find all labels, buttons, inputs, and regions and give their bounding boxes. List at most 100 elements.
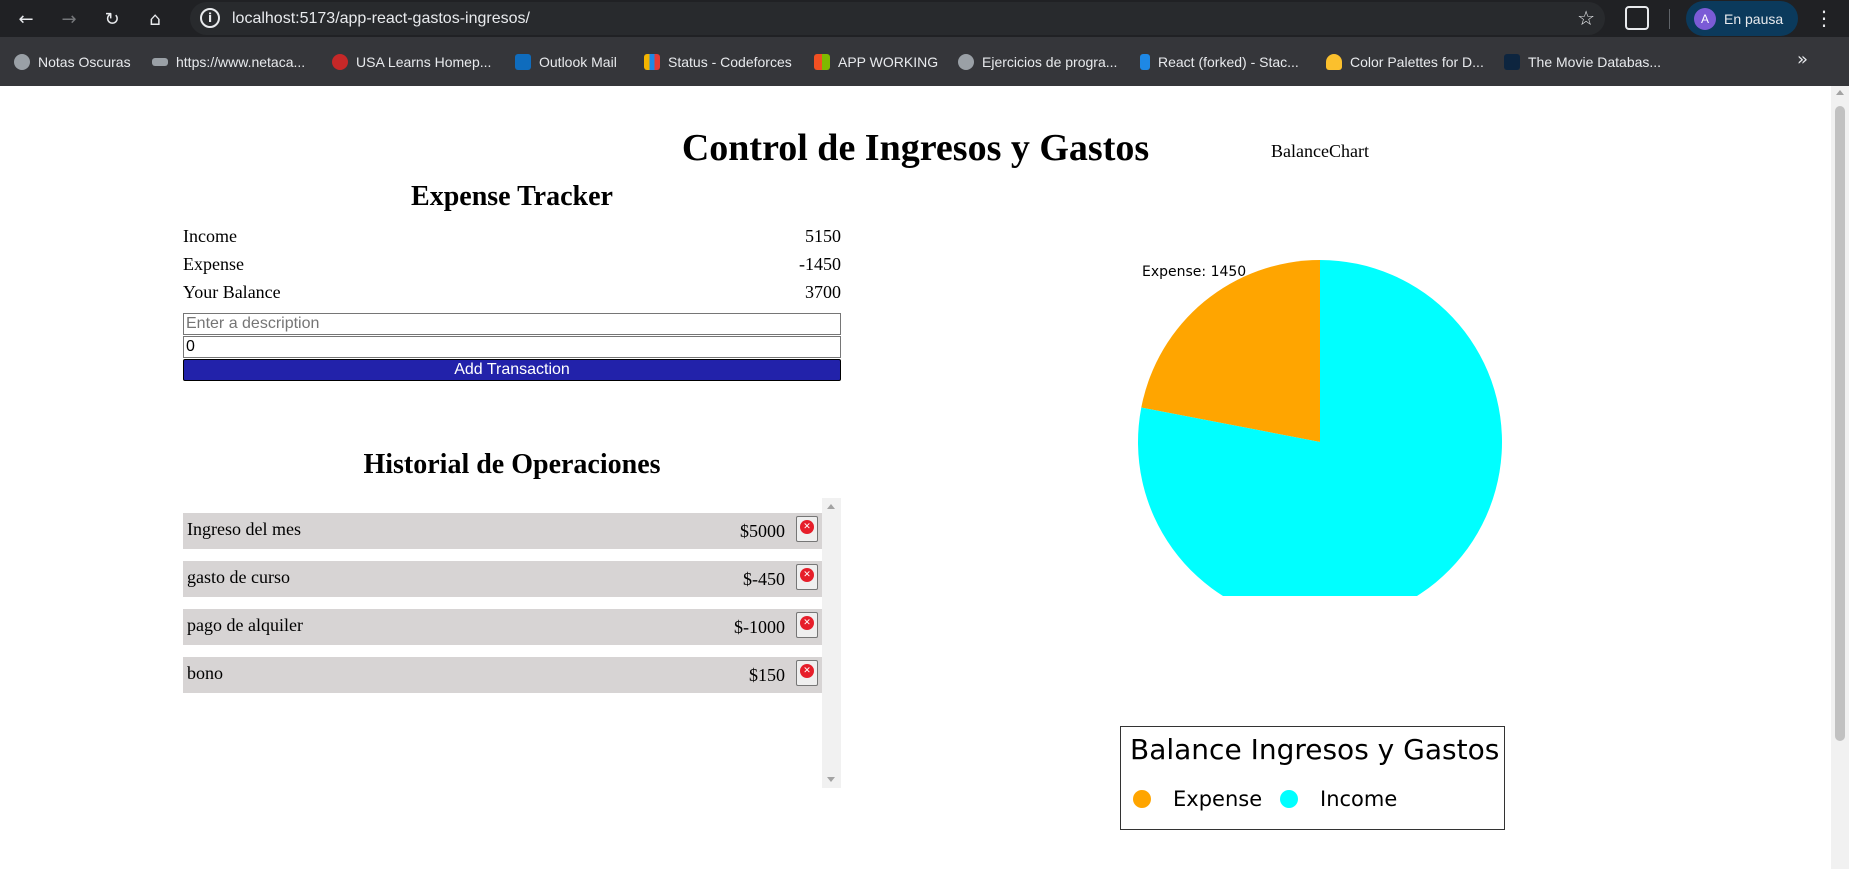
palette-icon [1326, 54, 1342, 70]
delete-icon: ✕ [800, 616, 814, 630]
bookmark-label: USA Learns Homep... [356, 54, 492, 70]
history-title: Historial de Operaciones [363, 449, 661, 480]
legend-swatch-expense [1133, 790, 1151, 808]
home-icon[interactable]: ⌂ [149, 8, 161, 30]
legend-swatch-income [1280, 790, 1298, 808]
delete-button[interactable]: ✕ [796, 516, 818, 542]
page-content: Control de Ingresos y Gastos BalanceChar… [0, 86, 1831, 869]
list-item: Ingreso del mes $5000 ✕ [183, 513, 822, 549]
transaction-amount: $-1000 [734, 617, 785, 637]
legend-item-income: Income [1280, 787, 1397, 811]
bookmark-item[interactable]: Status - Codeforces [644, 52, 792, 72]
avatar: A [1694, 7, 1716, 30]
income-row: Income 5150 [183, 226, 841, 250]
legend-label-income: Income [1320, 787, 1398, 811]
bookmark-label: Notas Oscuras [38, 54, 131, 70]
codeforces-icon [644, 54, 660, 70]
profile-button[interactable]: A En pausa [1686, 1, 1798, 36]
bookmark-item[interactable]: Outlook Mail [515, 52, 617, 72]
balance-value: 3700 [805, 282, 841, 302]
bookmark-item[interactable]: https://www.netaca... [152, 52, 305, 72]
list-item: bono $150 ✕ [183, 657, 822, 693]
transaction-amount: $5000 [740, 521, 785, 541]
legend-label-expense: Expense [1173, 787, 1263, 811]
scroll-up-icon[interactable] [827, 504, 835, 509]
add-transaction-button[interactable]: Add Transaction [183, 359, 841, 381]
profile-status-label: En pausa [1724, 10, 1784, 27]
forward-icon[interactable]: → [61, 8, 77, 30]
chart-legend: Balance Ingresos y Gastos Expense Income [1120, 726, 1505, 830]
bookmark-label: https://www.netaca... [176, 54, 306, 70]
tmdb-icon [1504, 54, 1520, 70]
list-item: gasto de curso $-450 ✕ [183, 561, 822, 597]
description-input[interactable] [183, 313, 841, 335]
bookmark-item[interactable]: React (forked) - Stac... [1140, 52, 1299, 72]
star-badge-icon [332, 54, 348, 70]
amount-input[interactable] [183, 336, 841, 358]
bookmark-item[interactable]: Ejercicios de progra... [958, 52, 1117, 72]
bookmark-label: Status - Codeforces [668, 54, 792, 70]
site-info-icon[interactable]: i [200, 8, 220, 28]
bookmark-item[interactable]: APP WORKING [814, 52, 938, 72]
transaction-list[interactable]: Ingreso del mes $5000 ✕ gasto de curso $… [183, 498, 841, 788]
tracker-title: Expense Tracker [411, 181, 613, 212]
pie-label-expense: Expense: 1450 [1142, 264, 1246, 280]
extensions-icon[interactable] [1625, 6, 1649, 30]
bookmark-label: Ejercicios de progra... [982, 54, 1118, 70]
pie-slice-expense [1141, 260, 1320, 442]
list-scrollbar[interactable] [822, 498, 841, 788]
delete-icon: ✕ [800, 664, 814, 678]
balance-row: Your Balance 3700 [183, 282, 841, 306]
transaction-description: bono [187, 663, 223, 683]
browser-toolbar: ← → ↻ ⌂ i localhost:5173/app-react-gasto… [0, 0, 1849, 37]
legend-item-expense: Expense [1133, 787, 1262, 811]
scroll-down-icon[interactable] [827, 777, 835, 782]
bookmark-item[interactable]: Notas Oscuras [14, 52, 131, 72]
bookmark-label: Color Palettes for D... [1350, 54, 1484, 70]
globe-icon [958, 54, 974, 70]
bookmark-label: Outlook Mail [539, 54, 617, 70]
url-text[interactable]: localhost:5173/app-react-gastos-ingresos… [232, 10, 530, 27]
balance-pie-chart: Expense: 1450Income: 5150 [1138, 260, 1502, 596]
delete-icon: ✕ [800, 568, 814, 582]
page-title: Control de Ingresos y Gastos [681, 127, 1150, 169]
delete-button[interactable]: ✕ [796, 612, 818, 638]
outlook-icon [515, 54, 531, 70]
scroll-thumb[interactable] [1835, 106, 1845, 741]
chart-caption: BalanceChart [1271, 141, 1369, 161]
expense-value: -1450 [799, 254, 841, 274]
bookmark-item[interactable]: USA Learns Homep... [332, 52, 491, 72]
page-scrollbar[interactable] [1831, 86, 1849, 869]
address-bar[interactable]: i localhost:5173/app-react-gastos-ingres… [190, 2, 1605, 35]
list-item: pago de alquiler $-1000 ✕ [183, 609, 822, 645]
scroll-up-icon[interactable] [1836, 90, 1844, 95]
bookmark-item[interactable]: Color Palettes for D... [1326, 52, 1484, 72]
delete-button[interactable]: ✕ [796, 564, 818, 590]
windows-icon [814, 54, 830, 70]
reload-icon[interactable]: ↻ [104, 8, 120, 30]
transaction-description: pago de alquiler [187, 615, 303, 635]
transaction-description: Ingreso del mes [187, 519, 301, 539]
transaction-amount: $150 [749, 665, 785, 685]
delete-icon: ✕ [800, 520, 814, 534]
bookmark-item[interactable]: The Movie Databas... [1504, 52, 1661, 72]
bolt-icon [1140, 54, 1150, 70]
cisco-icon [152, 58, 168, 66]
back-icon[interactable]: ← [18, 8, 34, 30]
delete-button[interactable]: ✕ [796, 660, 818, 686]
income-label: Income [183, 226, 237, 246]
bookmark-label: React (forked) - Stac... [1158, 54, 1299, 70]
income-value: 5150 [805, 226, 841, 246]
bookmarks-bar: Notas Oscuras https://www.netaca... USA … [0, 37, 1849, 86]
more-bookmarks-icon[interactable]: » [1797, 49, 1809, 70]
pie-slice-income [1138, 260, 1502, 596]
bookmark-label: The Movie Databas... [1528, 54, 1662, 70]
bookmark-star-icon[interactable]: ☆ [1577, 6, 1595, 30]
browser-menu-icon[interactable]: ⋮ [1814, 6, 1834, 30]
expense-row: Expense -1450 [183, 254, 841, 278]
bookmark-label: APP WORKING [838, 54, 939, 70]
balance-label: Your Balance [183, 282, 281, 302]
toolbar-divider [1669, 9, 1670, 29]
legend-title: Balance Ingresos y Gastos [1130, 733, 1500, 766]
globe-icon [14, 54, 30, 70]
